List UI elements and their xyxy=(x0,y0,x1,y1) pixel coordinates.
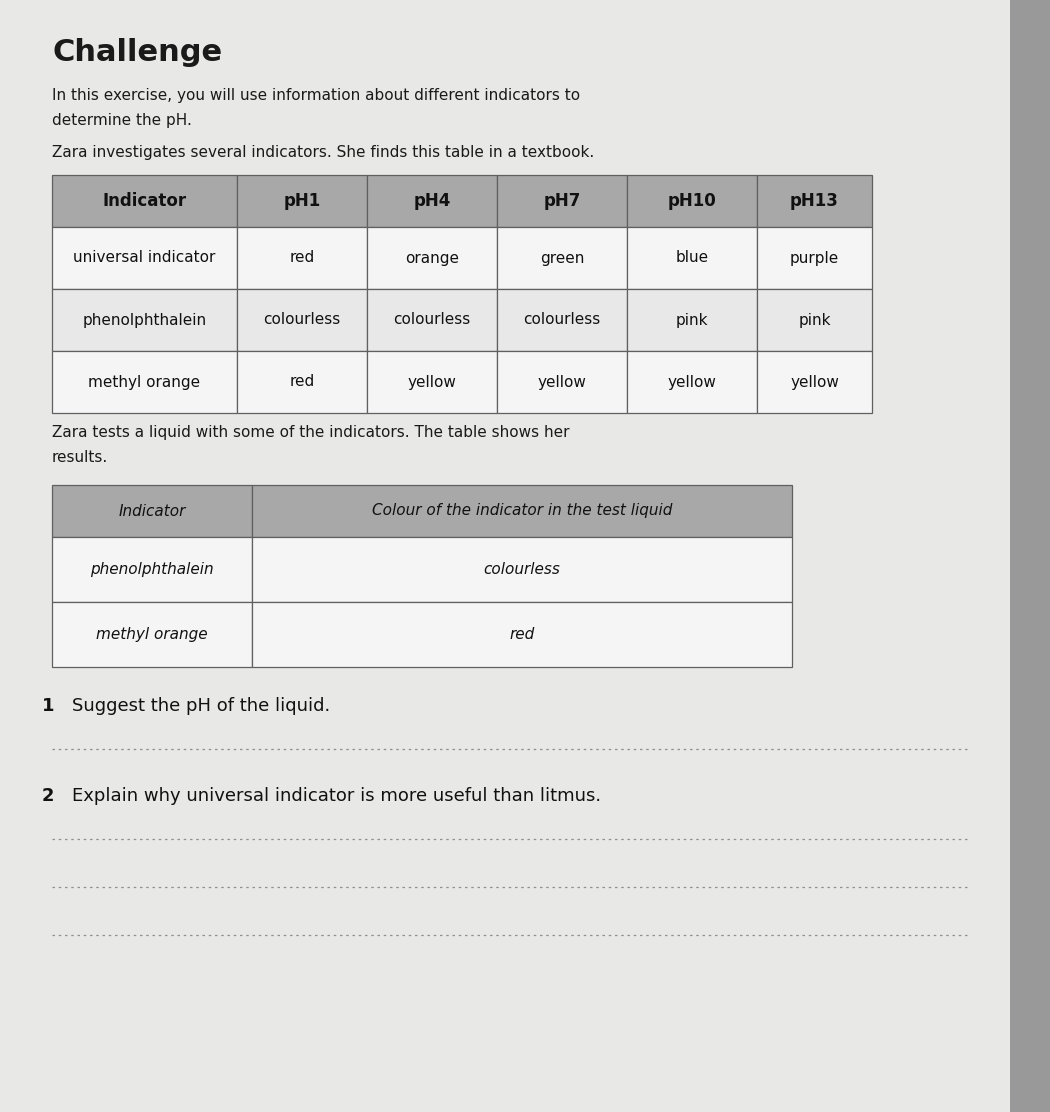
Text: Indicator: Indicator xyxy=(119,504,186,518)
FancyBboxPatch shape xyxy=(757,175,872,227)
Text: universal indicator: universal indicator xyxy=(74,250,215,266)
Text: pH1: pH1 xyxy=(284,192,320,210)
FancyBboxPatch shape xyxy=(252,485,792,537)
Text: phenolphthalein: phenolphthalein xyxy=(90,562,214,577)
Text: orange: orange xyxy=(405,250,459,266)
Text: yellow: yellow xyxy=(407,375,457,389)
Text: green: green xyxy=(540,250,584,266)
Text: colourless: colourless xyxy=(484,562,561,577)
Text: Zara investigates several indicators. She finds this table in a textbook.: Zara investigates several indicators. Sh… xyxy=(52,145,594,160)
FancyBboxPatch shape xyxy=(497,175,627,227)
Text: Explain why universal indicator is more useful than litmus.: Explain why universal indicator is more … xyxy=(72,787,601,805)
FancyBboxPatch shape xyxy=(497,227,627,289)
FancyBboxPatch shape xyxy=(0,0,1010,1112)
Text: pink: pink xyxy=(676,312,709,328)
FancyBboxPatch shape xyxy=(627,289,757,351)
Text: In this exercise, you will use information about different indicators to: In this exercise, you will use informati… xyxy=(52,88,580,103)
FancyBboxPatch shape xyxy=(497,289,627,351)
FancyBboxPatch shape xyxy=(252,537,792,602)
Text: colourless: colourless xyxy=(523,312,601,328)
Text: pH10: pH10 xyxy=(668,192,716,210)
Text: colourless: colourless xyxy=(264,312,340,328)
FancyBboxPatch shape xyxy=(368,227,497,289)
FancyBboxPatch shape xyxy=(237,175,368,227)
Text: 2: 2 xyxy=(42,787,55,805)
FancyBboxPatch shape xyxy=(497,351,627,413)
FancyBboxPatch shape xyxy=(368,351,497,413)
FancyBboxPatch shape xyxy=(237,289,368,351)
FancyBboxPatch shape xyxy=(757,289,872,351)
Text: yellow: yellow xyxy=(790,375,839,389)
Text: colourless: colourless xyxy=(394,312,470,328)
Text: Colour of the indicator in the test liquid: Colour of the indicator in the test liqu… xyxy=(372,504,672,518)
Text: pH4: pH4 xyxy=(414,192,450,210)
FancyBboxPatch shape xyxy=(52,485,252,537)
FancyBboxPatch shape xyxy=(1010,0,1050,1112)
Text: 1: 1 xyxy=(42,697,55,715)
FancyBboxPatch shape xyxy=(757,351,872,413)
Text: methyl orange: methyl orange xyxy=(97,627,208,642)
Text: red: red xyxy=(290,375,315,389)
Text: purple: purple xyxy=(790,250,839,266)
Text: pH13: pH13 xyxy=(790,192,839,210)
Text: methyl orange: methyl orange xyxy=(88,375,201,389)
Text: pink: pink xyxy=(798,312,831,328)
Text: red: red xyxy=(509,627,534,642)
FancyBboxPatch shape xyxy=(627,227,757,289)
Text: Indicator: Indicator xyxy=(103,192,187,210)
FancyBboxPatch shape xyxy=(237,351,368,413)
FancyBboxPatch shape xyxy=(252,602,792,667)
FancyBboxPatch shape xyxy=(368,289,497,351)
Text: Challenge: Challenge xyxy=(52,38,223,67)
FancyBboxPatch shape xyxy=(52,289,237,351)
Text: phenolphthalein: phenolphthalein xyxy=(83,312,207,328)
Text: Suggest the pH of the liquid.: Suggest the pH of the liquid. xyxy=(72,697,331,715)
FancyBboxPatch shape xyxy=(757,227,872,289)
Text: determine the pH.: determine the pH. xyxy=(52,113,192,128)
FancyBboxPatch shape xyxy=(52,351,237,413)
Text: pH7: pH7 xyxy=(543,192,581,210)
Text: blue: blue xyxy=(675,250,709,266)
Text: results.: results. xyxy=(52,450,108,465)
Text: yellow: yellow xyxy=(668,375,716,389)
FancyBboxPatch shape xyxy=(237,227,368,289)
Text: red: red xyxy=(290,250,315,266)
FancyBboxPatch shape xyxy=(627,351,757,413)
FancyBboxPatch shape xyxy=(52,602,252,667)
FancyBboxPatch shape xyxy=(627,175,757,227)
FancyBboxPatch shape xyxy=(52,537,252,602)
FancyBboxPatch shape xyxy=(52,227,237,289)
FancyBboxPatch shape xyxy=(368,175,497,227)
FancyBboxPatch shape xyxy=(52,175,237,227)
Text: Zara tests a liquid with some of the indicators. The table shows her: Zara tests a liquid with some of the ind… xyxy=(52,425,569,440)
Text: yellow: yellow xyxy=(538,375,587,389)
